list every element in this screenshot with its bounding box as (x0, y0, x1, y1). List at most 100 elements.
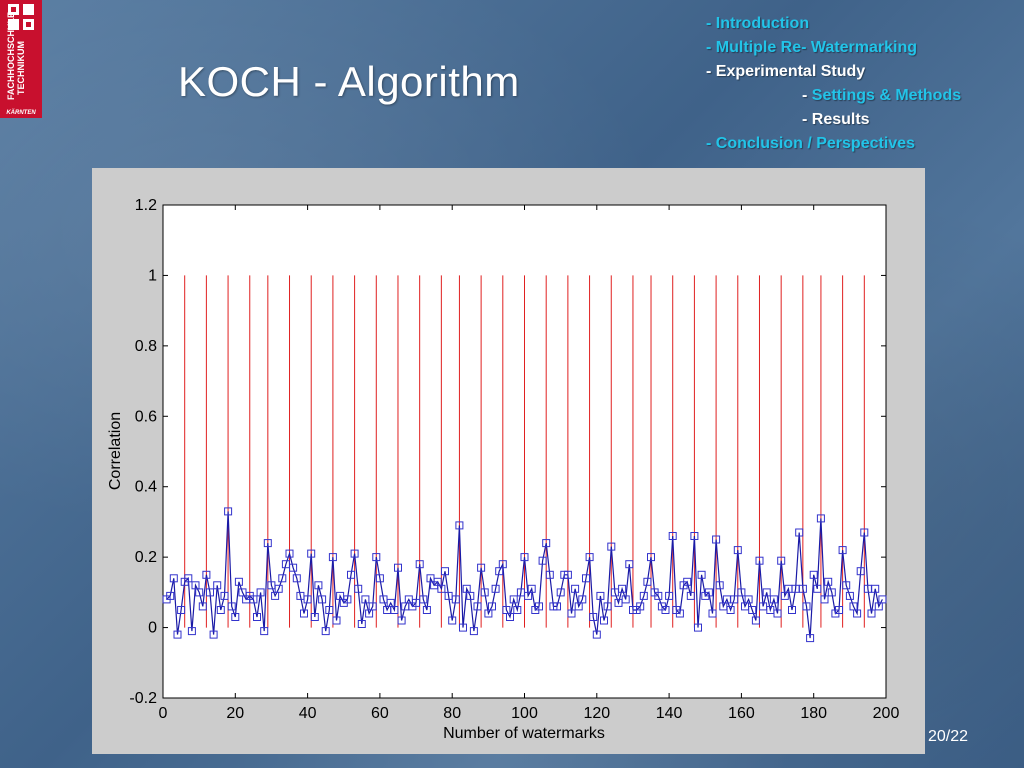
y-tick-label: 1.2 (135, 197, 157, 214)
data-point (773, 609, 782, 618)
data-point (809, 570, 818, 579)
outline-item-results[interactable]: - Results (706, 108, 1016, 132)
data-point (354, 584, 363, 593)
data-point (202, 570, 211, 579)
data-point (473, 602, 482, 611)
y-tick-label: 1 (148, 267, 157, 284)
data-point (224, 507, 233, 516)
outline-item-prefix: - (706, 39, 716, 56)
data-point (206, 588, 214, 597)
data-point (556, 588, 565, 597)
x-tick-label: 60 (371, 705, 389, 722)
data-point (860, 528, 869, 537)
data-point (668, 532, 677, 540)
data-point (361, 595, 370, 604)
outline-item-label: Experimental Study (715, 63, 866, 80)
data-point (187, 627, 196, 636)
correlation-chart: 0 20 40 60 80 100 120 140 160 180 200 -0.200.20.40… (107, 197, 900, 742)
data-point (513, 606, 522, 614)
data-point (390, 606, 399, 614)
data-point (213, 581, 222, 590)
outline-item-label: Conclusion / Perspectives (715, 135, 915, 152)
data-point (665, 591, 674, 600)
data-point (177, 606, 186, 614)
data-point (318, 595, 327, 604)
data-point (325, 606, 334, 614)
data-point (704, 588, 713, 597)
data-point (166, 591, 175, 600)
data-point (227, 602, 236, 611)
data-point (838, 546, 847, 555)
outline-item-label: Multiple Re- Watermarking (715, 39, 917, 56)
data-point (448, 616, 457, 625)
slide-title: KOCH - Algorithm (178, 58, 520, 105)
data-point (455, 521, 464, 530)
data-point (553, 602, 561, 611)
outline-item-experimental-study[interactable]: - Experimental Study (706, 60, 1016, 84)
outline-item-label: Settings & Methods (811, 87, 962, 104)
institution-logo: FACHHOCHSCHULE TECHNIKUM KÄRNTEN (0, 0, 42, 118)
data-point (234, 577, 243, 586)
data-point (195, 588, 204, 597)
data-point (419, 595, 428, 604)
data-point (289, 563, 298, 572)
data-point (827, 588, 836, 597)
data-point (520, 553, 529, 562)
data-point (589, 613, 598, 621)
data-point (795, 528, 804, 537)
data-point (173, 630, 182, 639)
data-point (643, 577, 652, 586)
series-layer (162, 507, 887, 643)
data-point (618, 584, 627, 593)
data-point (372, 553, 381, 562)
data-point (708, 609, 717, 618)
data-point (726, 606, 735, 614)
outline-item-label: Results (811, 111, 870, 128)
data-point (310, 613, 319, 621)
data-point (697, 570, 706, 579)
data-point (488, 602, 496, 611)
data-point (755, 556, 764, 565)
outline-item-prefix: - (706, 63, 716, 80)
data-point (303, 595, 312, 604)
data-point (853, 609, 862, 618)
data-point (357, 620, 366, 628)
x-tick-label: 80 (443, 705, 461, 722)
chart-panel: 0 20 40 60 80 100 120 140 160 180 200 -0.2 0 0.2 0.4 0… (92, 168, 925, 754)
data-point (441, 567, 449, 576)
data-point (806, 634, 815, 643)
data-point (690, 532, 699, 540)
data-point (256, 588, 265, 597)
data-point (582, 574, 590, 583)
data-point (835, 606, 843, 614)
x-axis-label: Number of watermarks (443, 725, 605, 742)
data-point (777, 556, 786, 565)
x-tick-label: 20 (226, 705, 244, 722)
x-tick-label: 180 (800, 705, 827, 722)
data-point (263, 539, 272, 548)
data-point (878, 595, 887, 604)
outline-item-settings-methods[interactable]: - Settings & Methods (706, 84, 1016, 108)
data-point (260, 627, 269, 636)
data-point (871, 584, 880, 593)
data-point (744, 595, 753, 604)
data-point (625, 560, 634, 569)
x-tick-label: 160 (728, 705, 755, 722)
data-point (845, 591, 854, 600)
data-point (480, 588, 489, 597)
outline-item-multiple-re-watermarking[interactable]: - Multiple Re- Watermarking (706, 36, 1016, 60)
data-point (675, 609, 684, 618)
outline-item-conclusion-perspectives[interactable]: - Conclusion / Perspectives (706, 132, 1016, 156)
data-point (686, 591, 695, 600)
data-point (314, 581, 323, 590)
outline-item-introduction[interactable]: - Introduction (706, 12, 1016, 36)
data-point (347, 570, 355, 579)
data-point (184, 574, 193, 583)
data-point (498, 560, 507, 569)
x-tick-label: 200 (873, 705, 900, 722)
x-tick-label: 120 (583, 705, 610, 722)
data-point (375, 574, 384, 583)
data-point (607, 542, 616, 551)
data-point (451, 595, 460, 604)
data-point (538, 556, 547, 565)
